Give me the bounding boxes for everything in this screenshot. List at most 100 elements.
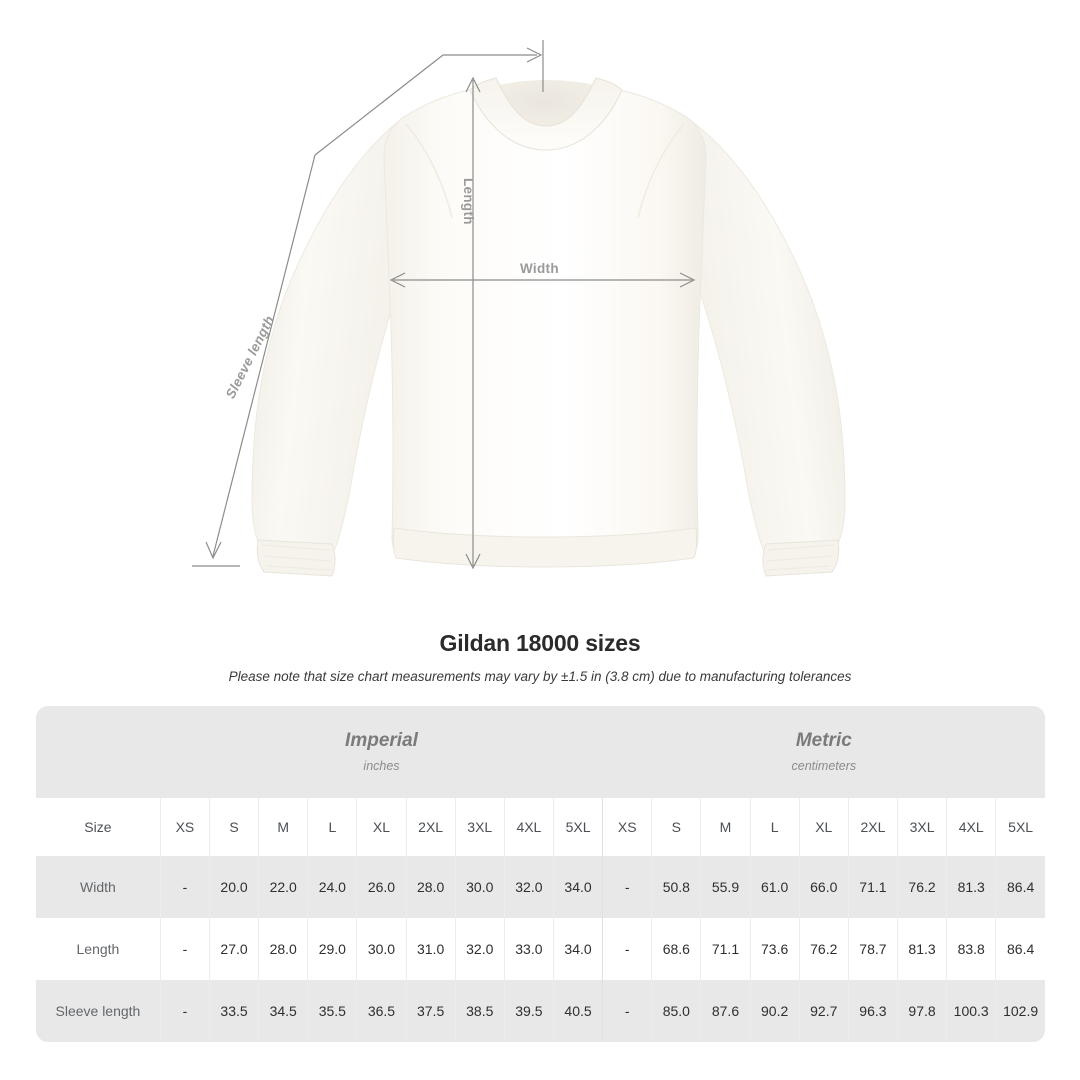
- unit-header-imperial: Imperial inches: [160, 706, 603, 798]
- chart-heading: Gildan 18000 sizes Please note that size…: [0, 630, 1080, 684]
- cell-width-metric-2xl: 71.1: [847, 856, 898, 918]
- cell-width-imperial-4xl: 32.0: [503, 856, 554, 918]
- cell-sleeve-length-metric-l: 90.2: [749, 980, 800, 1042]
- cell-sleeve-length-imperial-xl: 36.5: [356, 980, 407, 1042]
- row-label-sleeve-length: Sleeve length: [36, 980, 161, 1042]
- cell-sleeve-length-imperial-m: 34.5: [258, 980, 308, 1042]
- cell-width-metric-l: 61.0: [749, 856, 800, 918]
- sweatshirt-diagram: [192, 40, 846, 577]
- cell-length-imperial-m: 28.0: [258, 918, 308, 980]
- cell-width-metric-4xl: 81.3: [946, 856, 996, 918]
- left-sleeve: [251, 119, 421, 561]
- cell-sleeve-length-imperial-xs: -: [159, 980, 210, 1042]
- size-chart-table: Imperial inches Metric centimeters Size XS S M L…: [36, 706, 1045, 1042]
- size-header-imperial-xs: XS: [159, 798, 210, 856]
- size-header-imperial-s: S: [208, 798, 259, 856]
- length-measure-label: Length: [461, 178, 476, 225]
- cell-width-metric-m: 55.9: [700, 856, 751, 918]
- unit-band-row: Imperial inches Metric centimeters: [36, 706, 1045, 798]
- sleeve-arrow-bottom: [205, 541, 222, 560]
- measurement-lines: [192, 40, 696, 570]
- size-header-metric-2xl: 2XL: [847, 798, 898, 856]
- size-header-imperial-3xl: 3XL: [454, 798, 505, 856]
- sleeve-diagonal-lower: [212, 154, 316, 557]
- cell-width-imperial-xl: 26.0: [356, 856, 407, 918]
- length-arrow-bottom: [465, 553, 481, 570]
- cell-width-metric-5xl: 86.4: [995, 856, 1045, 918]
- cell-sleeve-length-imperial-s: 33.5: [208, 980, 259, 1042]
- cell-sleeve-length-metric-m: 87.6: [700, 980, 751, 1042]
- right-sleeve: [675, 119, 846, 561]
- cell-length-metric-m: 71.1: [700, 918, 751, 980]
- table-row: Width -20.0 22.0 24.0 26.0 28.0 30.0 32.0 34.0-5…: [36, 856, 1045, 918]
- cell-width-metric-xs: -: [602, 856, 652, 918]
- size-header-imperial-2xl: 2XL: [405, 798, 456, 856]
- unit-band-spacer: [36, 706, 161, 798]
- size-header-imperial-5xl: 5XL: [552, 798, 603, 856]
- row-label-length: Length: [36, 918, 161, 980]
- cell-length-metric-3xl: 81.3: [896, 918, 947, 980]
- page-title: Gildan 18000 sizes: [439, 630, 641, 656]
- right-cuff-ribbing: [765, 544, 835, 571]
- unit-name: Imperial: [345, 730, 418, 752]
- cell-length-metric-5xl: 86.4: [995, 918, 1045, 980]
- right-shoulder-seam: [637, 123, 685, 219]
- cell-width-imperial-5xl: 34.0: [552, 856, 603, 918]
- cell-sleeve-length-metric-xs: -: [602, 980, 652, 1042]
- cell-length-metric-4xl: 83.8: [946, 918, 996, 980]
- size-header-imperial-4xl: 4XL: [503, 798, 554, 856]
- cell-sleeve-length-metric-s: 85.0: [651, 980, 701, 1042]
- unit-subtitle: inches: [363, 758, 400, 773]
- tolerance-note: Please note that size chart measurements…: [228, 669, 852, 684]
- cell-sleeve-length-metric-3xl: 97.8: [896, 980, 947, 1042]
- bottom-hem: [392, 527, 698, 568]
- size-header-metric-xs: XS: [602, 798, 652, 856]
- cell-sleeve-length-metric-2xl: 96.3: [847, 980, 898, 1042]
- cell-length-imperial-4xl: 33.0: [503, 918, 554, 980]
- length-arrow-top: [465, 76, 481, 93]
- sweatshirt-body: [383, 83, 707, 557]
- cell-width-imperial-xs: -: [159, 856, 210, 918]
- size-header-metric-m: M: [700, 798, 751, 856]
- cell-width-imperial-3xl: 30.0: [454, 856, 505, 918]
- cell-sleeve-length-imperial-2xl: 37.5: [405, 980, 456, 1042]
- table-row: Length -27.0 28.0 29.0 30.0 31.0 32.0 33.0 34.0-…: [36, 918, 1045, 980]
- cell-sleeve-length-metric-xl: 92.7: [798, 980, 849, 1042]
- cell-width-metric-s: 50.8: [651, 856, 701, 918]
- cell-length-imperial-2xl: 31.0: [405, 918, 456, 980]
- cell-length-metric-s: 68.6: [651, 918, 701, 980]
- cell-length-imperial-xs: -: [159, 918, 210, 980]
- cell-length-imperial-s: 27.0: [208, 918, 259, 980]
- unit-subtitle: centimeters: [791, 758, 857, 773]
- cell-width-metric-xl: 66.0: [798, 856, 849, 918]
- width-arrow-right: [679, 272, 696, 288]
- sleeve-diagonal-upper: [314, 54, 444, 156]
- unit-header-metric: Metric centimeters: [602, 706, 1045, 798]
- cell-length-metric-xl: 76.2: [798, 918, 849, 980]
- size-chart-table-container: Imperial inches Metric centimeters Size XS S M L…: [36, 706, 1045, 1042]
- size-header-metric-5xl: 5XL: [995, 798, 1045, 856]
- cell-sleeve-length-metric-4xl: 100.3: [946, 980, 996, 1042]
- size-header-metric-3xl: 3XL: [896, 798, 947, 856]
- cell-length-metric-l: 73.6: [749, 918, 800, 980]
- size-header-row: Size XS S M L XL 2XL 3XL 4XL 5XL XS S M L XL 2XL 3XL 4XL 5…: [36, 798, 1045, 856]
- size-header-imperial-xl: XL: [356, 798, 407, 856]
- size-header-imperial-m: M: [258, 798, 308, 856]
- unit-name: Metric: [795, 730, 852, 752]
- sleeve-arrow-right: [526, 47, 543, 63]
- width-arrow-left: [389, 272, 406, 288]
- cell-sleeve-length-metric-5xl: 102.9: [995, 980, 1045, 1042]
- cell-width-imperial-m: 22.0: [258, 856, 308, 918]
- left-cuff-ribbing: [261, 544, 333, 571]
- row-label-width: Width: [36, 856, 161, 918]
- cell-length-metric-2xl: 78.7: [847, 918, 898, 980]
- cell-width-metric-3xl: 76.2: [896, 856, 947, 918]
- cell-width-imperial-l: 24.0: [307, 856, 357, 918]
- cell-sleeve-length-imperial-3xl: 38.5: [454, 980, 505, 1042]
- cell-length-metric-xs: -: [602, 918, 652, 980]
- cell-width-imperial-s: 20.0: [208, 856, 259, 918]
- size-header-metric-l: L: [749, 798, 800, 856]
- size-header-metric-4xl: 4XL: [946, 798, 996, 856]
- table-row: Sleeve length -33.5 34.5 35.5 36.5 37.5 38.5 39…: [36, 980, 1045, 1042]
- size-header-metric-s: S: [651, 798, 701, 856]
